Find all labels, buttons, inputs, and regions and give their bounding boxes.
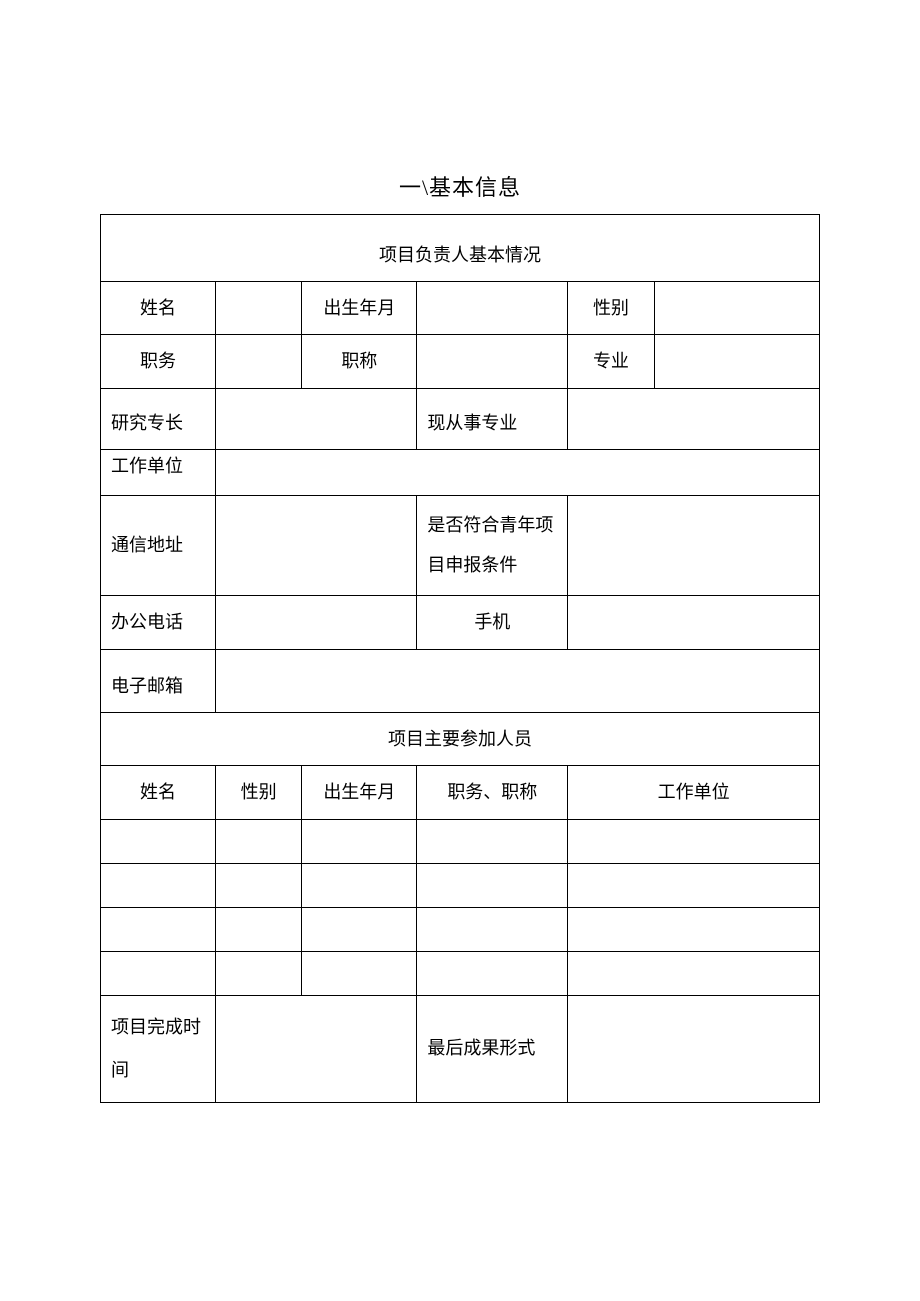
row-phone: 办公电话 手机 (101, 596, 820, 649)
col-gender: 性别 (216, 766, 302, 819)
p0-gender (216, 819, 302, 863)
col-name: 姓名 (101, 766, 216, 819)
p3-position-title (417, 951, 568, 995)
section2-header: 项目主要参加人员 (101, 713, 820, 766)
p2-name (101, 907, 216, 951)
label-office-phone: 办公电话 (101, 596, 216, 649)
label-title: 职称 (302, 335, 417, 388)
p1-position-title (417, 863, 568, 907)
p1-gender (216, 863, 302, 907)
p0-position-title (417, 819, 568, 863)
section1-spacer (101, 215, 820, 239)
p2-work-unit (568, 907, 820, 951)
p3-work-unit (568, 951, 820, 995)
label-name: 姓名 (101, 281, 216, 334)
value-major (654, 335, 819, 388)
participants-header-row: 姓名 性别 出生年月 职务、职称 工作单位 (101, 766, 820, 819)
label-address: 通信地址 (101, 496, 216, 596)
row-name: 姓名 出生年月 性别 (101, 281, 820, 334)
value-email (216, 649, 820, 712)
participant-row-1 (101, 863, 820, 907)
section1-header-row: 项目负责人基本情况 (101, 239, 820, 282)
value-office-phone (216, 596, 417, 649)
col-birth: 出生年月 (302, 766, 417, 819)
value-expertise (216, 388, 417, 449)
page-title: 一\基本信息 (100, 170, 820, 202)
p3-gender (216, 951, 302, 995)
value-current-work (568, 388, 820, 449)
p2-birth (302, 907, 417, 951)
p2-gender (216, 907, 302, 951)
value-mobile (568, 596, 820, 649)
p3-name (101, 951, 216, 995)
row-address: 通信地址 是否符合青年项目申报条件 (101, 496, 820, 596)
label-completion-time: 项目完成时间 (101, 995, 216, 1102)
value-position (216, 335, 302, 388)
label-current-work: 现从事专业 (417, 388, 568, 449)
label-youth-project: 是否符合青年项目申报条件 (417, 496, 568, 596)
row-expertise: 研究专长 现从事专业 (101, 388, 820, 449)
row-email: 电子邮箱 (101, 649, 820, 712)
label-position: 职务 (101, 335, 216, 388)
p1-work-unit (568, 863, 820, 907)
label-email: 电子邮箱 (101, 649, 216, 712)
label-gender: 性别 (568, 281, 654, 334)
p2-position-title (417, 907, 568, 951)
info-table: 项目负责人基本情况 姓名 出生年月 性别 职务 职称 专业 研究专长 现从事专业… (100, 214, 820, 1103)
col-work-unit: 工作单位 (568, 766, 820, 819)
label-work-unit: 工作单位 (101, 450, 216, 496)
participant-row-3 (101, 951, 820, 995)
label-major: 专业 (568, 335, 654, 388)
col-position-title: 职务、职称 (417, 766, 568, 819)
p1-name (101, 863, 216, 907)
section1-header: 项目负责人基本情况 (101, 239, 820, 282)
value-work-unit (216, 450, 820, 496)
row-position: 职务 职称 专业 (101, 335, 820, 388)
section2-header-row: 项目主要参加人员 (101, 713, 820, 766)
row-work-unit: 工作单位 (101, 450, 820, 496)
value-final-form (568, 995, 820, 1102)
participant-row-0 (101, 819, 820, 863)
value-address (216, 496, 417, 596)
value-gender (654, 281, 819, 334)
value-youth-project (568, 496, 820, 596)
label-expertise: 研究专长 (101, 388, 216, 449)
value-title (417, 335, 568, 388)
label-birth: 出生年月 (302, 281, 417, 334)
row-completion: 项目完成时间 最后成果形式 (101, 995, 820, 1102)
value-completion-time (216, 995, 417, 1102)
participant-row-2 (101, 907, 820, 951)
p1-birth (302, 863, 417, 907)
value-name (216, 281, 302, 334)
p0-birth (302, 819, 417, 863)
p3-birth (302, 951, 417, 995)
label-final-form: 最后成果形式 (417, 995, 568, 1102)
p0-work-unit (568, 819, 820, 863)
p0-name (101, 819, 216, 863)
value-birth (417, 281, 568, 334)
label-mobile: 手机 (417, 596, 568, 649)
